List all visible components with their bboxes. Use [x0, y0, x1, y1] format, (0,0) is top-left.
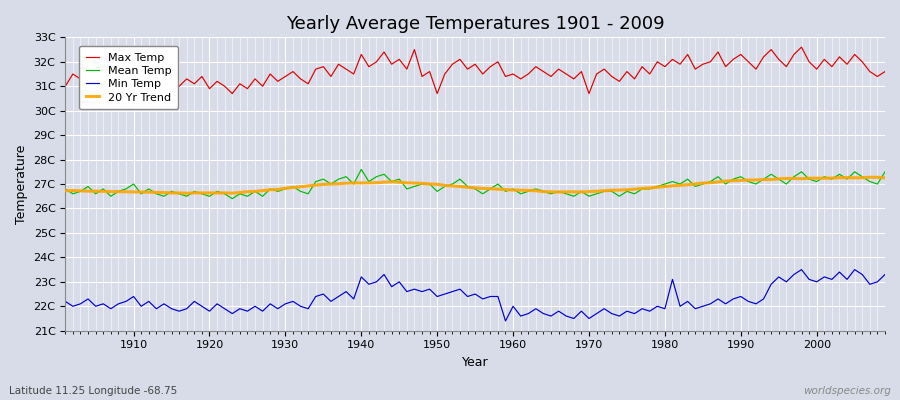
20 Yr Trend: [516, 188, 526, 192]
Min Temp: [333, 294, 344, 299]
Max Temp: [341, 67, 352, 72]
Min Temp: [879, 272, 890, 277]
Y-axis label: Temperature: Temperature: [15, 144, 28, 224]
20 Yr Trend: [879, 176, 890, 180]
Min Temp: [60, 299, 71, 304]
Text: Latitude 11.25 Longitude -68.75: Latitude 11.25 Longitude -68.75: [9, 386, 177, 396]
Min Temp: [121, 299, 131, 304]
Min Temp: [500, 318, 511, 323]
Max Temp: [607, 74, 617, 79]
Min Temp: [508, 304, 518, 309]
Max Temp: [796, 45, 807, 50]
Min Temp: [796, 267, 807, 272]
Max Temp: [516, 76, 526, 81]
Line: 20 Yr Trend: 20 Yr Trend: [66, 177, 885, 193]
20 Yr Trend: [295, 184, 306, 189]
Min Temp: [607, 311, 617, 316]
20 Yr Trend: [181, 191, 192, 196]
Max Temp: [879, 69, 890, 74]
X-axis label: Year: Year: [462, 356, 489, 369]
Max Temp: [227, 91, 238, 96]
20 Yr Trend: [121, 189, 131, 194]
Max Temp: [508, 72, 518, 76]
Mean Temp: [356, 167, 366, 172]
Line: Min Temp: Min Temp: [66, 270, 885, 321]
20 Yr Trend: [508, 188, 518, 192]
Max Temp: [121, 76, 131, 81]
20 Yr Trend: [341, 181, 352, 186]
Mean Temp: [879, 170, 890, 174]
Title: Yearly Average Temperatures 1901 - 2009: Yearly Average Temperatures 1901 - 2009: [286, 15, 664, 33]
Mean Temp: [295, 189, 306, 194]
Min Temp: [288, 299, 299, 304]
Mean Temp: [60, 186, 71, 191]
Text: worldspecies.org: worldspecies.org: [803, 386, 891, 396]
Max Temp: [60, 84, 71, 89]
Mean Temp: [614, 194, 625, 199]
Line: Mean Temp: Mean Temp: [66, 169, 885, 199]
Min Temp: [516, 314, 526, 318]
Line: Max Temp: Max Temp: [66, 47, 885, 94]
20 Yr Trend: [864, 175, 875, 180]
Mean Temp: [516, 192, 526, 196]
Mean Temp: [523, 189, 534, 194]
20 Yr Trend: [607, 188, 617, 192]
Mean Temp: [341, 174, 352, 179]
Max Temp: [295, 76, 306, 81]
20 Yr Trend: [60, 188, 71, 193]
Legend: Max Temp, Mean Temp, Min Temp, 20 Yr Trend: Max Temp, Mean Temp, Min Temp, 20 Yr Tre…: [79, 46, 178, 109]
Mean Temp: [227, 196, 238, 201]
Mean Temp: [121, 186, 131, 191]
